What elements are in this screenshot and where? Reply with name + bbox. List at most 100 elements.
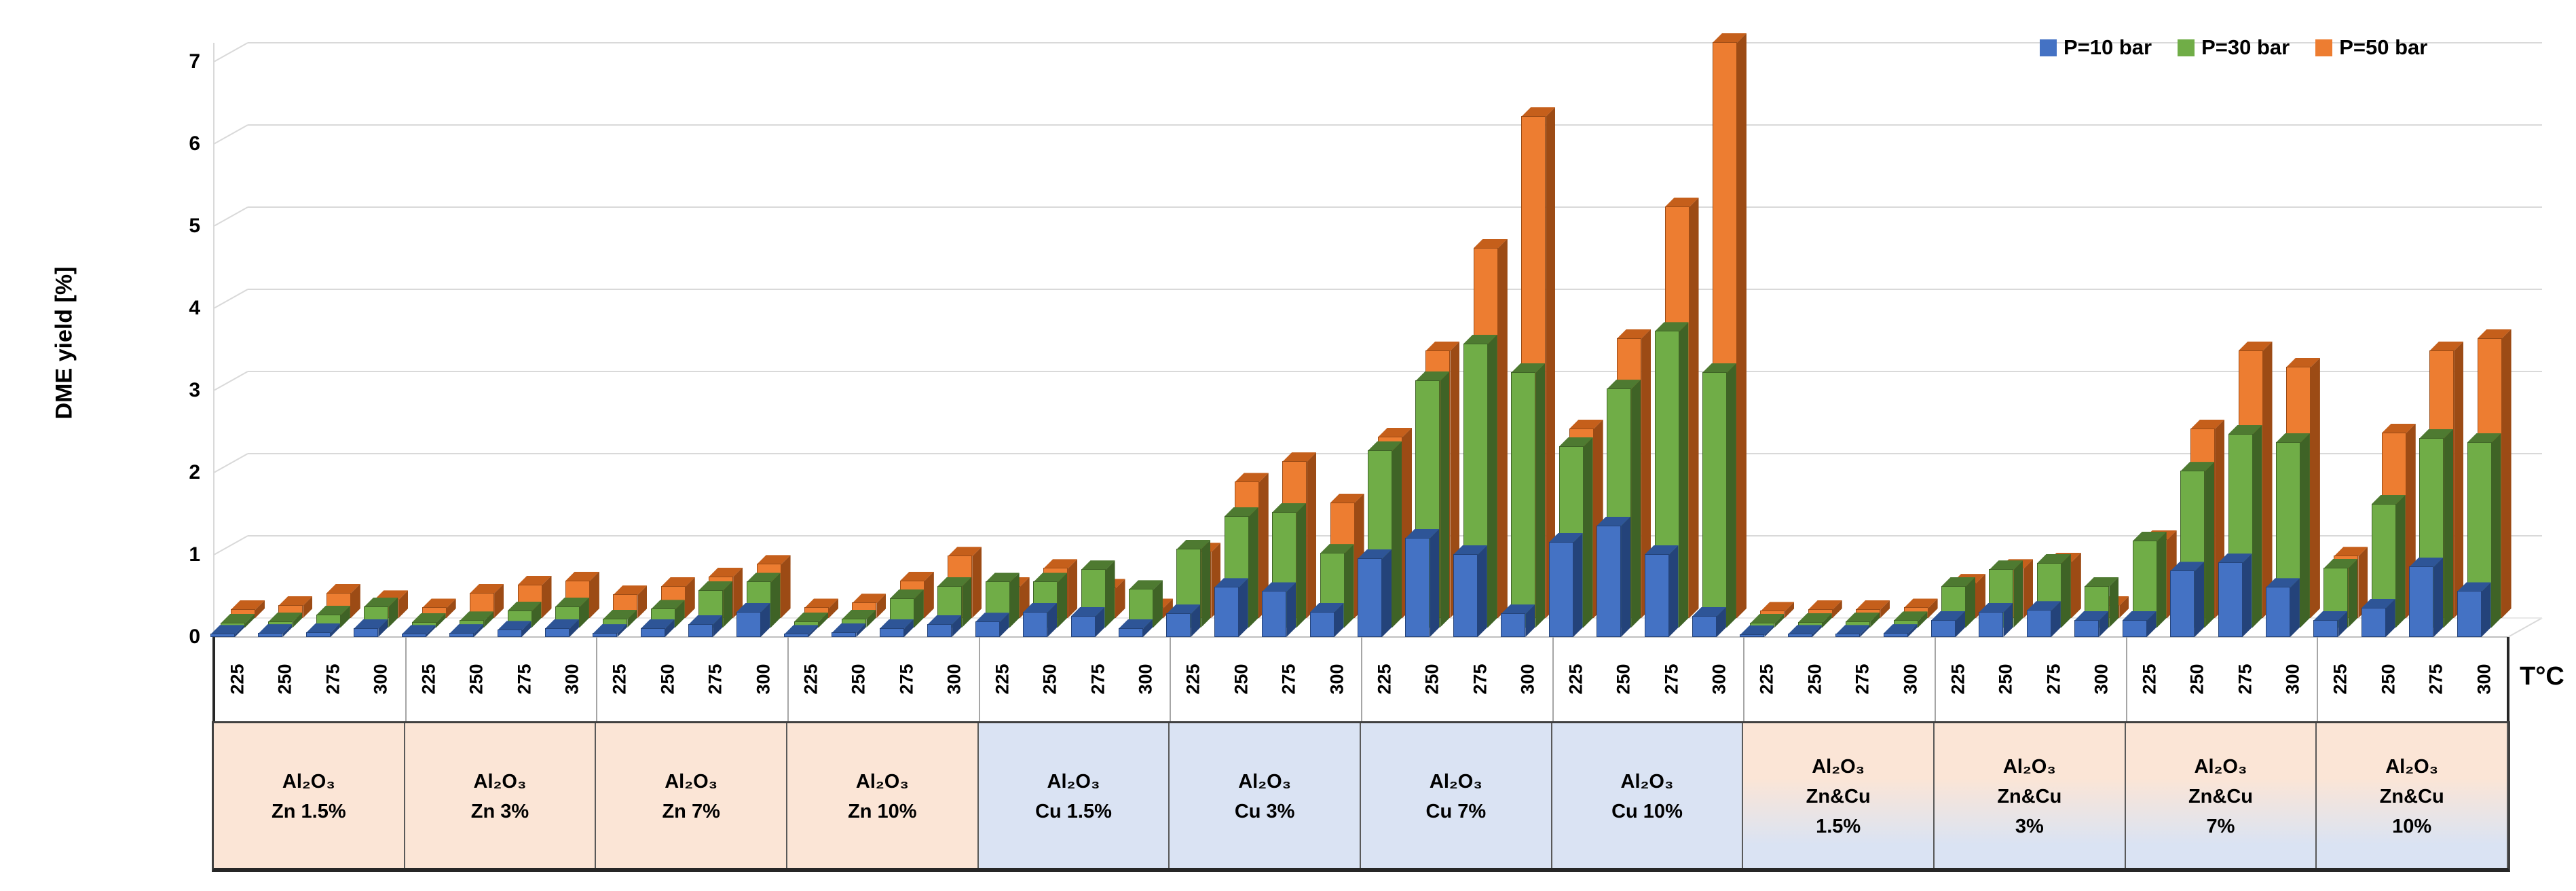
bar-Al₂O₃-Cu10%-300-P=10bar [1692, 607, 1726, 637]
catalyst-label-line: Cu 7% [1425, 801, 1487, 822]
x-tick-temp-275: 275 [514, 663, 534, 695]
bar-Al₂O₃-Cu7%-225-P=10bar [1358, 549, 1392, 637]
bar-Al₂O₃-Cu10%-225-P=10bar [1548, 533, 1583, 637]
bar-Al₂O₃-Zn&Cu-1.5%-300-P=10bar [1883, 624, 1918, 637]
group-divider [1361, 637, 1362, 721]
gridline [213, 371, 248, 391]
x-tick-temp-300: 300 [1709, 663, 1730, 695]
bar-Al₂O₃-Cu1.5%-300-P=10bar [1118, 619, 1153, 637]
x-tick-temp-250: 250 [1804, 663, 1825, 695]
x-tick-temp-275: 275 [1087, 663, 1108, 695]
x-tick-temp-275: 275 [1852, 663, 1873, 695]
x-tick-temp-275: 275 [2425, 663, 2446, 695]
bar-Al₂O₃-Zn&Cu-7%-250-P=10bar [2170, 562, 2204, 637]
bar-Al₂O₃-Cu1.5%-275-P=10bar [1070, 607, 1105, 637]
catalyst-label-line: Al₂O₃ [282, 771, 335, 793]
x-tick-temp-225: 225 [1565, 663, 1586, 695]
legend-item-1: P=10 bar [2040, 35, 2152, 60]
group-divider [787, 637, 789, 721]
bar-Al₂O₃-Cu1.5%-225-P=10bar [975, 613, 1009, 637]
x-tick-temp-275: 275 [705, 663, 726, 695]
x-tick-temp-250: 250 [1039, 663, 1060, 695]
group-divider [405, 637, 407, 721]
bar-Al₂O₃-Zn&Cu-1.5%-275-P=10bar [1835, 625, 1869, 637]
bar-Al₂O₃-Zn7%-275-P=10bar [688, 615, 722, 637]
gridline [213, 289, 248, 309]
catalyst-cell-Zn&Cu-1.5%: Al₂O₃ Zn&Cu 1.5% [1743, 721, 1935, 872]
catalyst-label-line: Al₂O₃ [2194, 756, 2247, 778]
catalyst-cell-Cu7%: Al₂O₃ Cu 7% [1361, 721, 1552, 872]
x-tick-temp-225: 225 [800, 663, 821, 695]
catalyst-cell-Cu1.5%: Al₂O₃ Cu 1.5% [978, 721, 1170, 872]
bar-Al₂O₃-Zn&Cu-10%-250-P=10bar [2361, 599, 2395, 637]
bar-Al₂O₃-Zn&Cu-10%-300-P=10bar [2457, 582, 2491, 637]
bar-Al₂O₃-Cu7%-300-P=30bar [1511, 363, 1545, 628]
legend-swatch-icon [2040, 39, 2057, 56]
catalyst-label-line: Zn 1.5% [272, 801, 346, 822]
catalyst-cell-Zn3%: Al₂O₃ Zn 3% [405, 721, 597, 872]
x-tick-temp-250: 250 [2186, 663, 2207, 695]
x-tick-temp-275: 275 [2235, 663, 2255, 695]
bar-Al₂O₃-Zn3%-225-P=10bar [401, 625, 436, 637]
catalyst-label-line: Zn 3% [470, 801, 529, 822]
catalyst-label-line: Zn&Cu [1806, 786, 1871, 807]
bar-Al₂O₃-Zn&Cu-1.5%-275-P=30bar [1846, 613, 1880, 628]
bar-Al₂O₃-Zn10%-250-P=30bar [842, 610, 876, 628]
bar-Al₂O₃-Zn1.5%-300-P=10bar [354, 619, 388, 637]
x-tick-temp-225: 225 [418, 663, 439, 695]
gridline [213, 535, 248, 556]
x-tick-temp-225: 225 [1947, 663, 1968, 695]
y-tick-3: 3 [189, 379, 200, 401]
x-tick-temp-250: 250 [466, 663, 487, 695]
y-tick-0: 0 [189, 625, 200, 648]
bar-Al₂O₃-Zn1.5%-225-P=50bar [231, 600, 265, 618]
catalyst-cell-Zn1.5%: Al₂O₃ Zn 1.5% [214, 721, 405, 872]
bar-Al₂O₃-Cu3%-250-P=10bar [1214, 578, 1248, 637]
x-tick-temp-250: 250 [2378, 663, 2399, 695]
x-tick-temp-275: 275 [896, 663, 917, 695]
catalyst-label-line: Zn 7% [662, 801, 720, 822]
x-tick-temp-225: 225 [1182, 663, 1203, 695]
y-tick-7: 7 [189, 50, 200, 73]
catalyst-cell-Zn&Cu-7%: Al₂O₃ Zn&Cu 7% [2125, 721, 2317, 872]
x-tick-temp-250: 250 [657, 663, 678, 695]
y-tick-2: 2 [189, 461, 200, 484]
group-divider [1743, 637, 1745, 721]
bar-Al₂O₃-Zn&Cu-1.5%-300-P=30bar [1893, 611, 1928, 628]
catalyst-cell-Cu3%: Al₂O₃ Cu 3% [1170, 721, 1361, 872]
x-tick-temp-250: 250 [848, 663, 869, 695]
catalyst-label-line: 10% [2392, 816, 2432, 837]
bar-Al₂O₃-Zn10%-225-P=10bar [784, 625, 818, 637]
bar-Al₂O₃-Zn&Cu-7%-300-P=10bar [2265, 578, 2300, 637]
x-tick-temp-250: 250 [1231, 663, 1252, 695]
catalyst-label-line: Zn&Cu [1997, 786, 2062, 807]
legend-item-2: P=30 bar [2178, 35, 2290, 60]
gridline [213, 124, 248, 145]
bar-Al₂O₃-Zn10%-300-P=10bar [927, 615, 961, 637]
catalyst-label-line: Zn 10% [848, 801, 917, 822]
x-tick-temp-225: 225 [609, 663, 630, 695]
x-tick-temp-275: 275 [2043, 663, 2064, 695]
x-tick-temp-225: 225 [1756, 663, 1777, 695]
catalyst-cell-Zn10%: Al₂O₃ Zn 10% [787, 721, 979, 872]
bar-Al₂O₃-Zn&Cu-1.5%-250-P=10bar [1787, 625, 1822, 637]
catalyst-label-line: Cu 10% [1611, 801, 1683, 822]
x-tick-temp-275: 275 [1661, 663, 1681, 695]
bar-Al₂O₃-Zn3%-275-P=10bar [497, 621, 531, 637]
x-tick-temp-225: 225 [992, 663, 1013, 695]
x-tick-temp-225: 225 [227, 663, 248, 695]
catalyst-label-line: Al₂O₃ [2002, 756, 2056, 778]
group-divider [2125, 637, 2127, 721]
bar-Al₂O₃-Cu7%-250-P=10bar [1405, 529, 1439, 637]
bar-Al₂O₃-Zn&Cu-1.5%-250-P=30bar [1797, 613, 1832, 628]
group-divider [1170, 637, 1172, 721]
bar-Al₂O₃-Zn3%-300-P=10bar [544, 619, 579, 637]
x-tick-temp-250: 250 [1421, 663, 1442, 695]
x-tick-temp-300: 300 [1326, 663, 1347, 695]
catalyst-label-line: Al₂O₃ [1620, 771, 1674, 793]
bar-Al₂O₃-Zn7%-225-P=10bar [593, 624, 627, 637]
axis-right-edge [2507, 637, 2509, 721]
bar-Al₂O₃-Zn&Cu-3%-225-P=10bar [1931, 611, 1965, 637]
y-axis-title: DME yield [%] [51, 266, 77, 420]
